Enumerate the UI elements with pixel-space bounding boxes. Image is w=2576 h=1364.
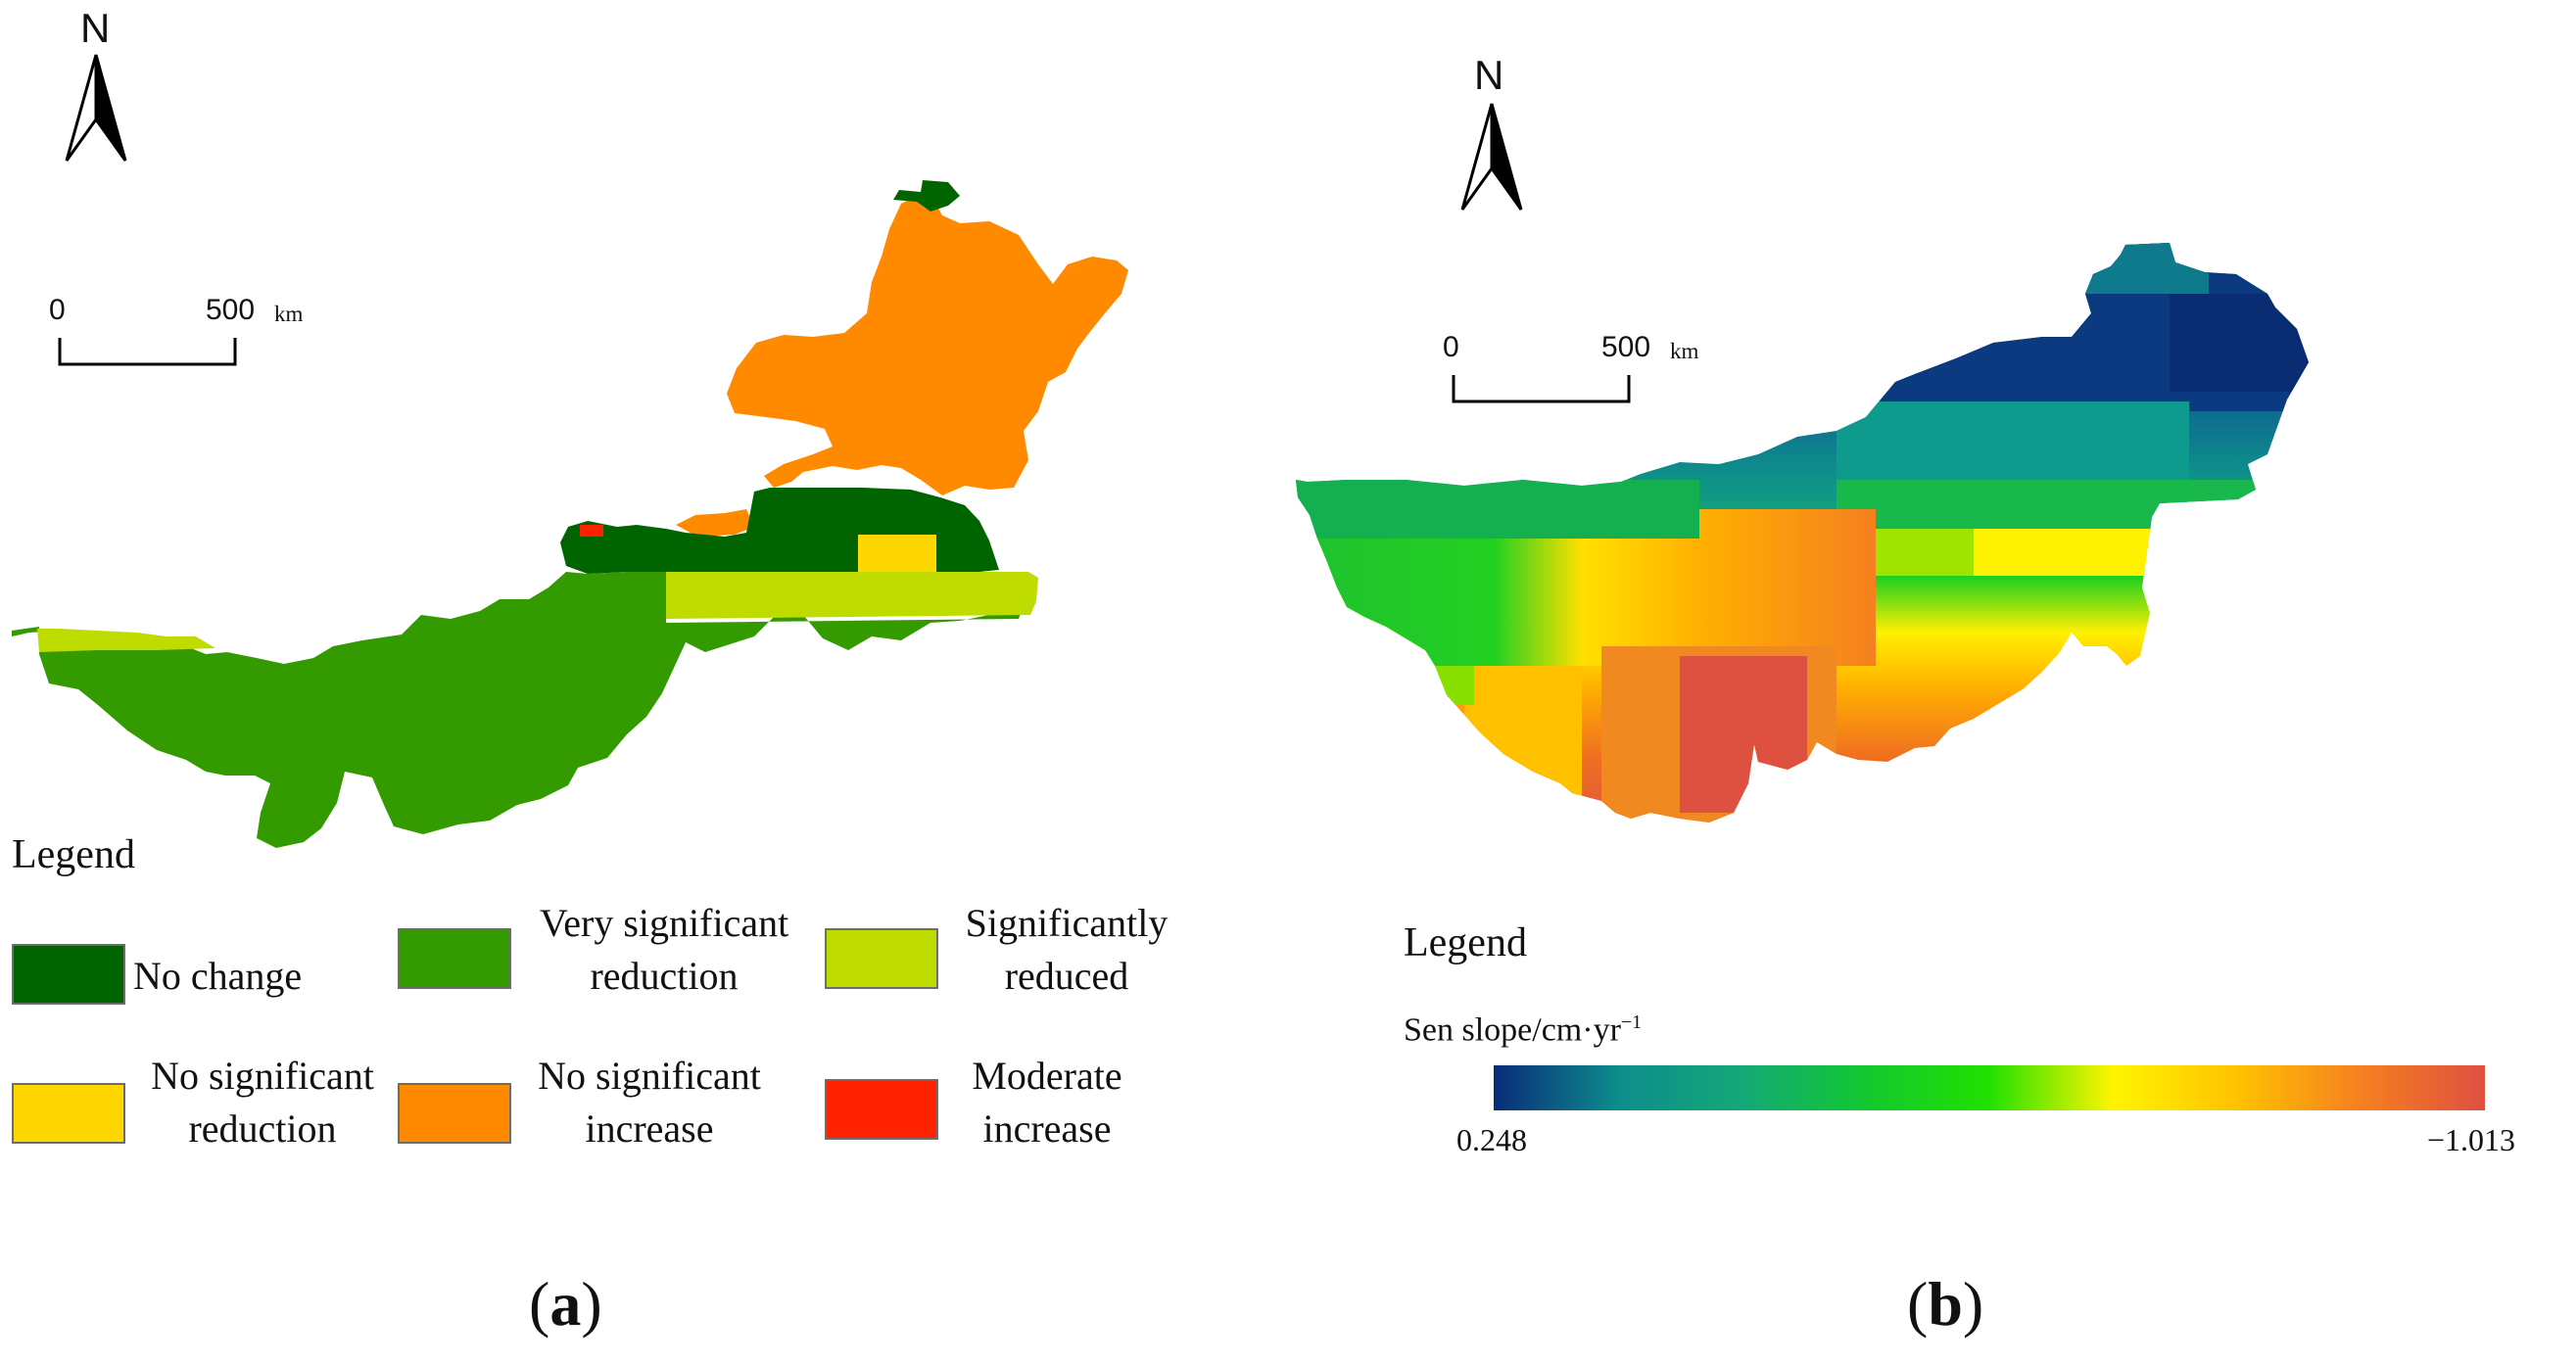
panel-label-a: (a) xyxy=(529,1269,602,1339)
region-very-significant-reduction xyxy=(12,572,1026,848)
scale-unit: km xyxy=(1670,339,1699,363)
colorbar xyxy=(1494,1065,2485,1110)
north-letter: N xyxy=(1474,52,1504,98)
region-significantly-reduced-west xyxy=(37,629,215,652)
scale-zero: 0 xyxy=(1443,331,1459,363)
legend-swatch-no-change xyxy=(12,944,125,1005)
map-b xyxy=(1296,243,2309,823)
north-arrow-icon xyxy=(65,54,127,162)
panel-a: N 0 500 km Legend No change Very xyxy=(12,5,1169,1339)
legend-label-no-change: No change xyxy=(133,954,303,998)
legend-swatch-no-significant-increase xyxy=(398,1083,511,1144)
legend-title: Legend xyxy=(12,832,135,877)
scale-bar xyxy=(1452,375,1631,403)
panel-b: N 0 500 km xyxy=(1288,0,2576,1364)
scale-bar xyxy=(58,338,237,366)
legend-label-moderate-increase: Moderate increase xyxy=(972,1054,1122,1151)
region-no-significant-increase xyxy=(727,190,1128,495)
colorbar-min-label: 0.248 xyxy=(1456,1122,1527,1157)
colorbar-title: Sen slope/cm·yr−1 xyxy=(1404,1011,1643,1049)
region-no-change-top xyxy=(893,180,960,212)
legend-swatch-moderate-increase xyxy=(825,1079,938,1140)
north-letter: N xyxy=(80,5,111,51)
legend-swatch-significantly-reduced xyxy=(825,928,938,989)
scale-distance: 500 xyxy=(206,294,256,326)
region-no-significant-reduction xyxy=(858,535,936,574)
scale-distance: 500 xyxy=(1601,331,1651,363)
colorbar-max-label: −1.013 xyxy=(2427,1122,2516,1157)
legend-label-very-significant-reduction: Very significant reduction xyxy=(539,901,789,998)
panel-label-b: (b) xyxy=(1907,1269,1984,1339)
legend-swatch-very-significant-reduction xyxy=(398,928,511,989)
legend-swatch-no-significant-reduction xyxy=(12,1083,125,1144)
scale-unit: km xyxy=(274,302,304,326)
legend-title: Legend xyxy=(1404,920,1527,965)
region-significantly-reduced-east xyxy=(666,572,1038,619)
region-moderate-increase xyxy=(580,525,603,537)
legend-label-no-significant-reduction: No significant reduction xyxy=(151,1054,374,1151)
map-a xyxy=(12,180,1128,848)
region-green-band xyxy=(1837,480,2287,531)
north-arrow-icon xyxy=(1460,103,1523,211)
legend-label-no-significant-increase: No significant increase xyxy=(538,1054,761,1151)
scale-zero: 0 xyxy=(49,294,66,326)
legend-label-significantly-reduced: Significantly reduced xyxy=(965,901,1169,998)
